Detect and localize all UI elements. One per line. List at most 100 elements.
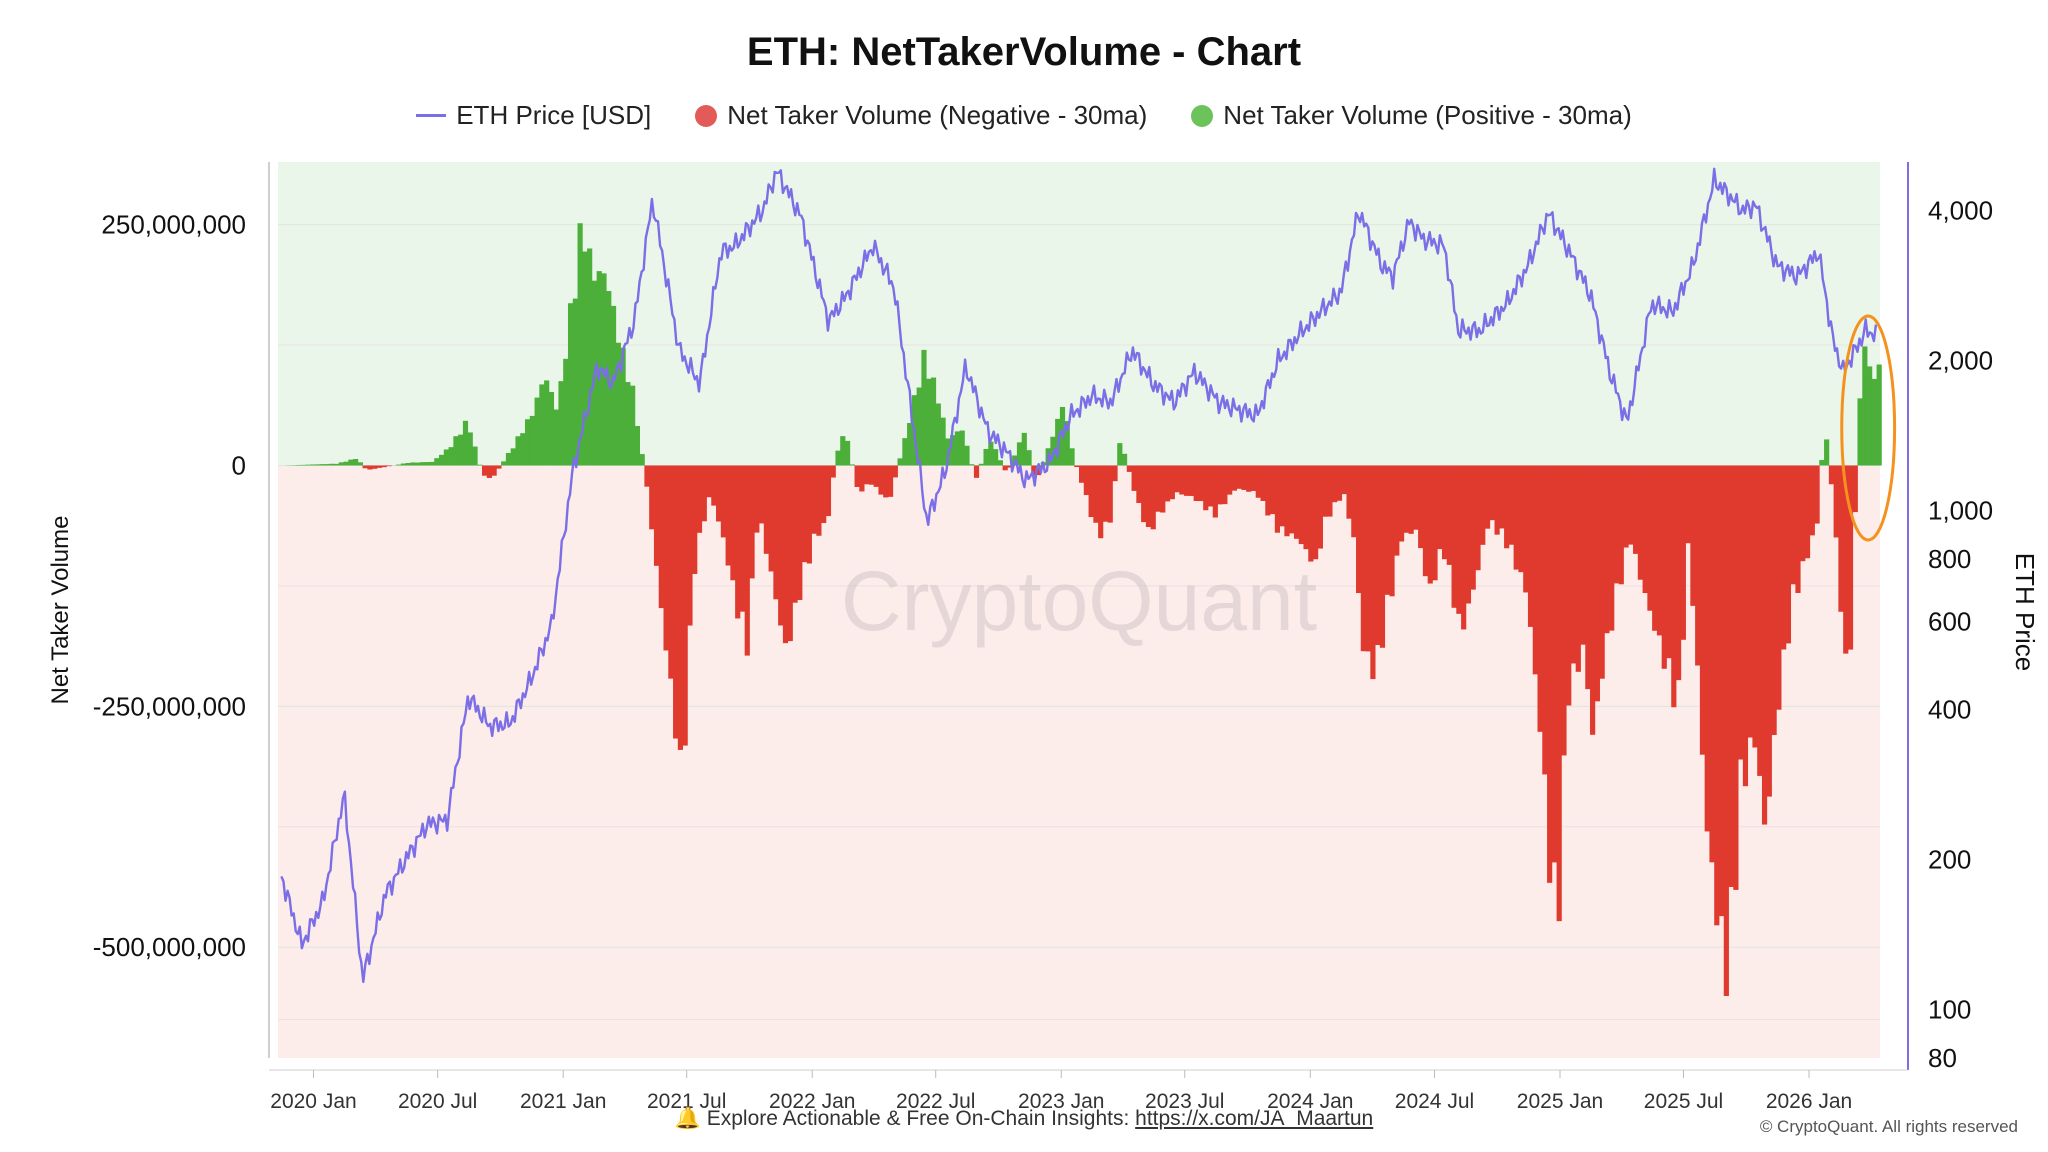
volume-bar bbox=[1547, 465, 1553, 883]
volume-bar bbox=[1064, 421, 1070, 466]
volume-bar bbox=[1394, 465, 1400, 556]
volume-bar bbox=[1628, 465, 1634, 545]
y-left-tick-label: 0 bbox=[232, 450, 246, 480]
volume-bar bbox=[768, 465, 774, 572]
eth-price-line bbox=[280, 167, 1878, 984]
x-tick-label: 2020 Jan bbox=[270, 1090, 356, 1113]
volume-bar bbox=[1293, 465, 1300, 539]
volume-bar bbox=[754, 465, 760, 533]
legend-item-negative[interactable]: Net Taker Volume (Negative - 30ma) bbox=[695, 100, 1147, 131]
copyright-text: © CryptoQuant. All rights reserved bbox=[1759, 1117, 2018, 1136]
volume-bar bbox=[1160, 465, 1166, 513]
volume-bar bbox=[1800, 465, 1806, 562]
volume-bar bbox=[333, 463, 340, 466]
volume-bar bbox=[969, 464, 975, 466]
volume-bar bbox=[429, 461, 435, 466]
volume-bar bbox=[553, 409, 559, 466]
volume-bar bbox=[849, 464, 855, 466]
volume-bar bbox=[1198, 465, 1204, 502]
volume-bar bbox=[439, 454, 445, 466]
volume-bar bbox=[673, 465, 679, 739]
footer-link[interactable]: https://x.com/JA_Maartun bbox=[1135, 1107, 1374, 1130]
volume-bar bbox=[1270, 465, 1276, 515]
volume-bar bbox=[1757, 465, 1763, 776]
volume-bar bbox=[1398, 465, 1405, 542]
x-tick-label: 2024 Jul bbox=[1395, 1090, 1474, 1113]
volume-bar bbox=[959, 430, 965, 466]
volume-bar bbox=[1676, 465, 1682, 681]
volume-bar bbox=[1279, 465, 1285, 527]
volume-bar bbox=[1590, 465, 1596, 735]
volume-bar bbox=[1566, 465, 1572, 706]
volume-bar bbox=[630, 385, 636, 466]
volume-bar bbox=[1002, 465, 1008, 471]
volume-bar bbox=[1518, 465, 1524, 573]
volume-bar bbox=[1585, 465, 1591, 690]
volume-bar bbox=[978, 463, 984, 466]
volume-bar bbox=[1642, 465, 1648, 594]
volume-bar bbox=[520, 433, 526, 466]
volume-bar bbox=[792, 465, 798, 603]
volume-bar bbox=[625, 382, 631, 466]
volume-bar bbox=[1580, 465, 1586, 645]
volume-bar bbox=[935, 403, 941, 466]
volume-bar bbox=[1308, 465, 1314, 562]
volume-bar bbox=[926, 378, 932, 466]
watermark: CryptoQuant bbox=[841, 554, 1317, 648]
volume-bar bbox=[1179, 465, 1185, 495]
y-right-tick-label: 2,000 bbox=[1928, 346, 1993, 376]
volume-bar bbox=[1145, 465, 1152, 528]
volume-bar bbox=[973, 465, 980, 478]
volume-bar bbox=[668, 465, 674, 679]
volume-bar bbox=[1298, 465, 1304, 545]
volume-bar bbox=[1088, 465, 1094, 518]
volume-bar bbox=[1671, 465, 1677, 708]
volume-bar bbox=[434, 458, 440, 466]
volume-bar bbox=[529, 415, 535, 466]
volume-bar bbox=[539, 384, 545, 466]
legend-dot-negative bbox=[695, 104, 718, 127]
volume-bar bbox=[1441, 465, 1448, 560]
volume-bar bbox=[1690, 465, 1696, 606]
volume-bar bbox=[1742, 465, 1749, 787]
legend-item-positive[interactable]: Net Taker Volume (Positive - 30ma) bbox=[1191, 100, 1632, 131]
volume-bar bbox=[1141, 465, 1147, 523]
volume-bar bbox=[1556, 465, 1562, 922]
volume-bar bbox=[1618, 465, 1624, 585]
volume-bar bbox=[1484, 465, 1491, 529]
y-left-tick-label: -500,000,000 bbox=[93, 932, 246, 962]
volume-bar bbox=[1781, 465, 1787, 650]
volume-bar bbox=[1752, 465, 1758, 748]
footer: 🔔 Explore Actionable & Free On-Chain Ins… bbox=[0, 1107, 2048, 1131]
volume-bar bbox=[692, 465, 698, 574]
volume-bar bbox=[1322, 465, 1328, 517]
legend-item-price[interactable]: ETH Price [USD] bbox=[416, 100, 651, 131]
volume-bar bbox=[930, 377, 937, 466]
volume-bar bbox=[319, 464, 325, 466]
volume-bar bbox=[964, 445, 970, 466]
volume-bar bbox=[1656, 465, 1663, 636]
volume-bar bbox=[424, 462, 430, 466]
volume-bar bbox=[1121, 453, 1128, 466]
volume-bar bbox=[1652, 465, 1658, 631]
volume-bar bbox=[1274, 465, 1280, 533]
volume-bar bbox=[1313, 465, 1319, 560]
volume-bar bbox=[1241, 465, 1247, 490]
volume-bar bbox=[353, 459, 359, 466]
volume-bar bbox=[1446, 465, 1452, 565]
volume-bar bbox=[1188, 465, 1195, 496]
volume-bar bbox=[1513, 465, 1519, 570]
x-tick-label: 2025 Jul bbox=[1644, 1090, 1723, 1113]
volume-bar bbox=[587, 248, 593, 466]
volume-bar bbox=[1408, 465, 1414, 534]
bell-icon: 🔔 bbox=[674, 1107, 701, 1130]
volume-bar bbox=[1379, 465, 1386, 648]
volume-bar bbox=[864, 465, 870, 485]
volume-bar bbox=[1026, 450, 1032, 466]
volume-bar bbox=[706, 465, 712, 498]
volume-bar bbox=[1766, 465, 1772, 797]
volume-bar bbox=[462, 420, 469, 466]
volume-bar bbox=[1532, 465, 1538, 675]
volume-bar bbox=[1155, 465, 1161, 512]
